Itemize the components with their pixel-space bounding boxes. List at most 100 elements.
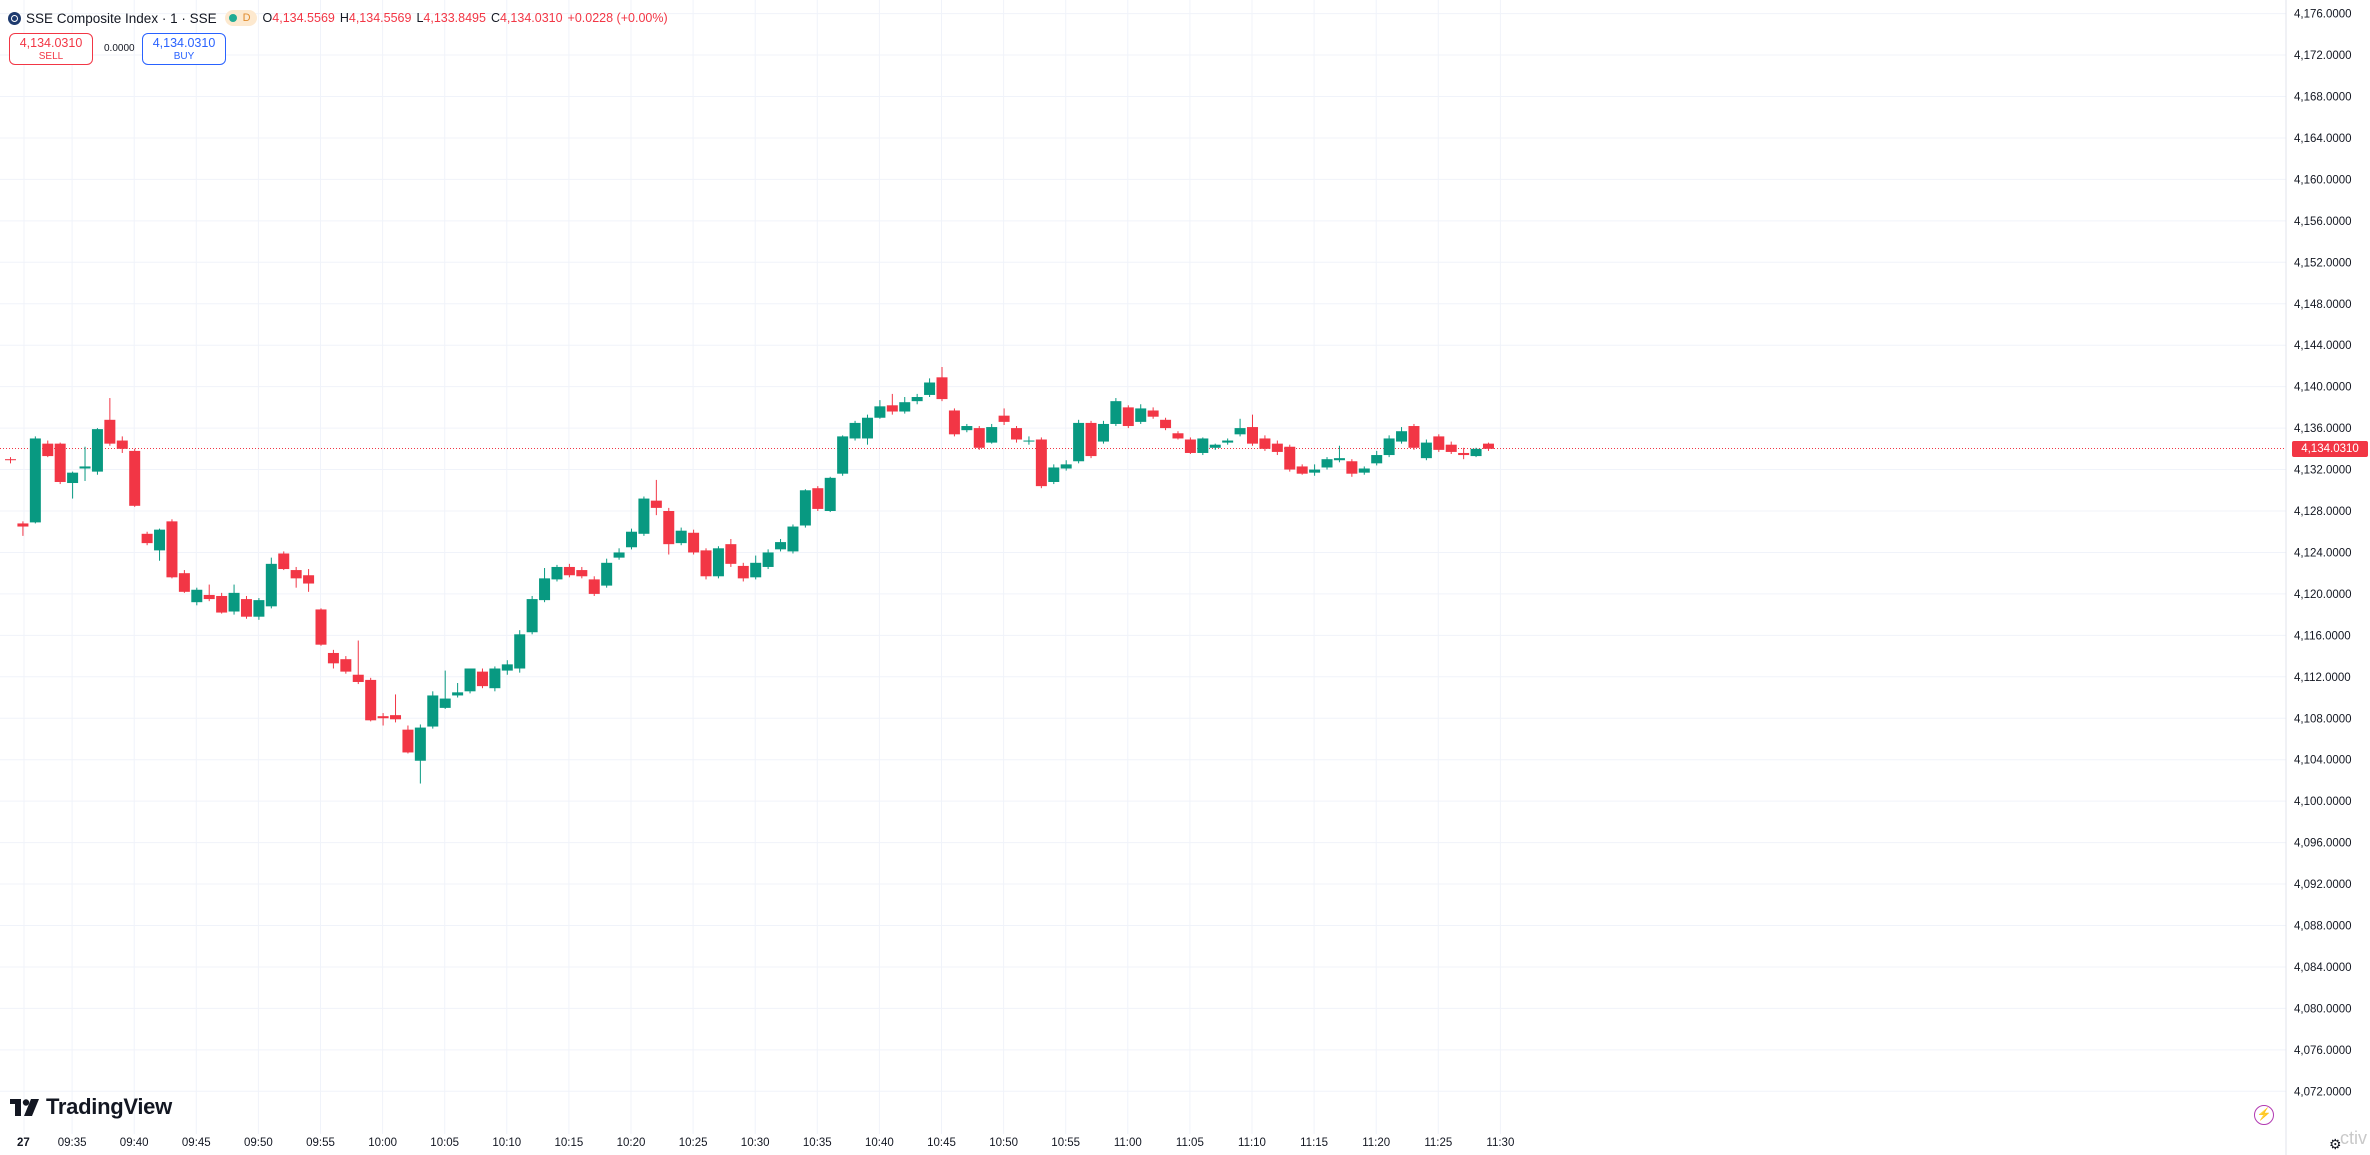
candle [104, 398, 116, 446]
candle [1259, 435, 1271, 451]
price-tick-label: 4,084.0000 [2294, 962, 2352, 974]
price-tick-label: 4,076.0000 [2294, 1045, 2352, 1057]
candle [1048, 464, 1060, 485]
candle [1433, 434, 1445, 452]
time-tick-label: 09:45 [182, 1137, 211, 1149]
candle-body [1184, 439, 1196, 453]
price-tick-label: 4,152.0000 [2294, 257, 2352, 269]
candle [725, 538, 737, 567]
open-value: O4,134.5569 [262, 11, 335, 25]
candle-body [1222, 440, 1234, 443]
candle [464, 668, 476, 694]
candle-body [1433, 436, 1445, 450]
time-tick-label: 10:40 [865, 1137, 894, 1149]
price-axis[interactable]: 4,072.0000 4,076.0000 4,080.0000 4,084.0000… [2294, 9, 2352, 1099]
candle [17, 521, 29, 536]
candle [1470, 447, 1482, 458]
candle-body [675, 530, 687, 544]
logo-text: TradingView [46, 1094, 172, 1119]
candle-body [837, 436, 849, 474]
tradingview-logo[interactable]: TradingView [10, 1094, 172, 1120]
candle-body [141, 533, 153, 544]
candle [775, 538, 787, 552]
candle-body [67, 472, 79, 484]
candle [899, 397, 911, 414]
candle [1147, 407, 1159, 419]
candle-body [700, 550, 712, 577]
candle-body [414, 727, 426, 761]
candle-body [240, 599, 252, 617]
candle-body [1482, 443, 1494, 449]
candle [1197, 437, 1209, 456]
candle [1371, 450, 1383, 466]
candle-body [1420, 442, 1432, 459]
candle [1458, 447, 1470, 460]
candle [1383, 435, 1395, 458]
candle-body [452, 692, 464, 696]
candle [42, 440, 54, 458]
candle [986, 423, 998, 444]
candle [240, 595, 252, 619]
candle-body [390, 715, 402, 720]
candle-body [439, 698, 451, 708]
candle [1172, 431, 1184, 440]
candle [327, 649, 339, 669]
candle-body [1383, 438, 1395, 456]
sell-button[interactable]: 4,134.0310 SELL [9, 33, 93, 65]
candle-body [588, 579, 600, 594]
candle-body [626, 531, 637, 548]
candle [514, 630, 526, 673]
gear-icon[interactable]: ⚙ [2329, 1136, 2342, 1152]
candle-body [303, 575, 315, 584]
time-axis[interactable]: 27 09:35 09:40 09:45 09:50 09:55 10:00 10:05 10:… [17, 1137, 1514, 1149]
candle [787, 524, 799, 554]
candle [712, 546, 724, 579]
candle [1073, 419, 1085, 464]
candle [166, 519, 178, 579]
lightning-icon[interactable]: ⚡ [2254, 1105, 2274, 1125]
candle [414, 724, 426, 784]
candle-body [936, 377, 948, 400]
chart-legend: SSE Composite Index · 1 · SSE D O4,134.5… [8, 8, 668, 28]
watermark-text: ctiv [2340, 1128, 2367, 1148]
candle-body [116, 440, 128, 449]
market-status-badge[interactable]: D [224, 10, 257, 26]
candle-body [1458, 452, 1470, 456]
candle-body [1060, 464, 1072, 469]
candle [1222, 438, 1234, 445]
close-value: C4,134.0310 [490, 11, 563, 25]
time-tick-label: 10:10 [492, 1137, 521, 1149]
price-tick-label: 4,072.0000 [2294, 1086, 2352, 1098]
candle-body [1346, 461, 1358, 474]
candle-body [688, 532, 700, 553]
buy-button[interactable]: 4,134.0310 BUY [142, 33, 226, 65]
candle-body [750, 562, 762, 578]
candle-body [563, 566, 575, 576]
candle [228, 584, 240, 615]
symbol-title[interactable]: SSE Composite Index · 1 · SSE [26, 10, 217, 26]
last-price-tag: 4,134.0310 [2292, 440, 2368, 457]
candle [1160, 417, 1172, 431]
price-tick-label: 4,144.0000 [2294, 340, 2352, 352]
candle-body [861, 417, 873, 439]
candle-body [1234, 428, 1246, 435]
candle [663, 507, 675, 555]
candle-body [1097, 423, 1109, 442]
candle [675, 527, 687, 546]
candle [824, 476, 836, 513]
candle [1234, 418, 1246, 437]
candle [750, 555, 762, 580]
price-tick-label: 4,112.0000 [2294, 672, 2351, 684]
candle-body [663, 511, 675, 545]
candle-body [1470, 448, 1482, 457]
candle [613, 548, 625, 560]
candle-body [253, 600, 265, 617]
candle [501, 660, 513, 675]
candle [216, 592, 228, 614]
candle-body [91, 429, 103, 472]
time-tick-label: 11:15 [1300, 1137, 1328, 1149]
candle [1271, 440, 1283, 456]
candle [936, 366, 948, 402]
candle [67, 471, 79, 499]
